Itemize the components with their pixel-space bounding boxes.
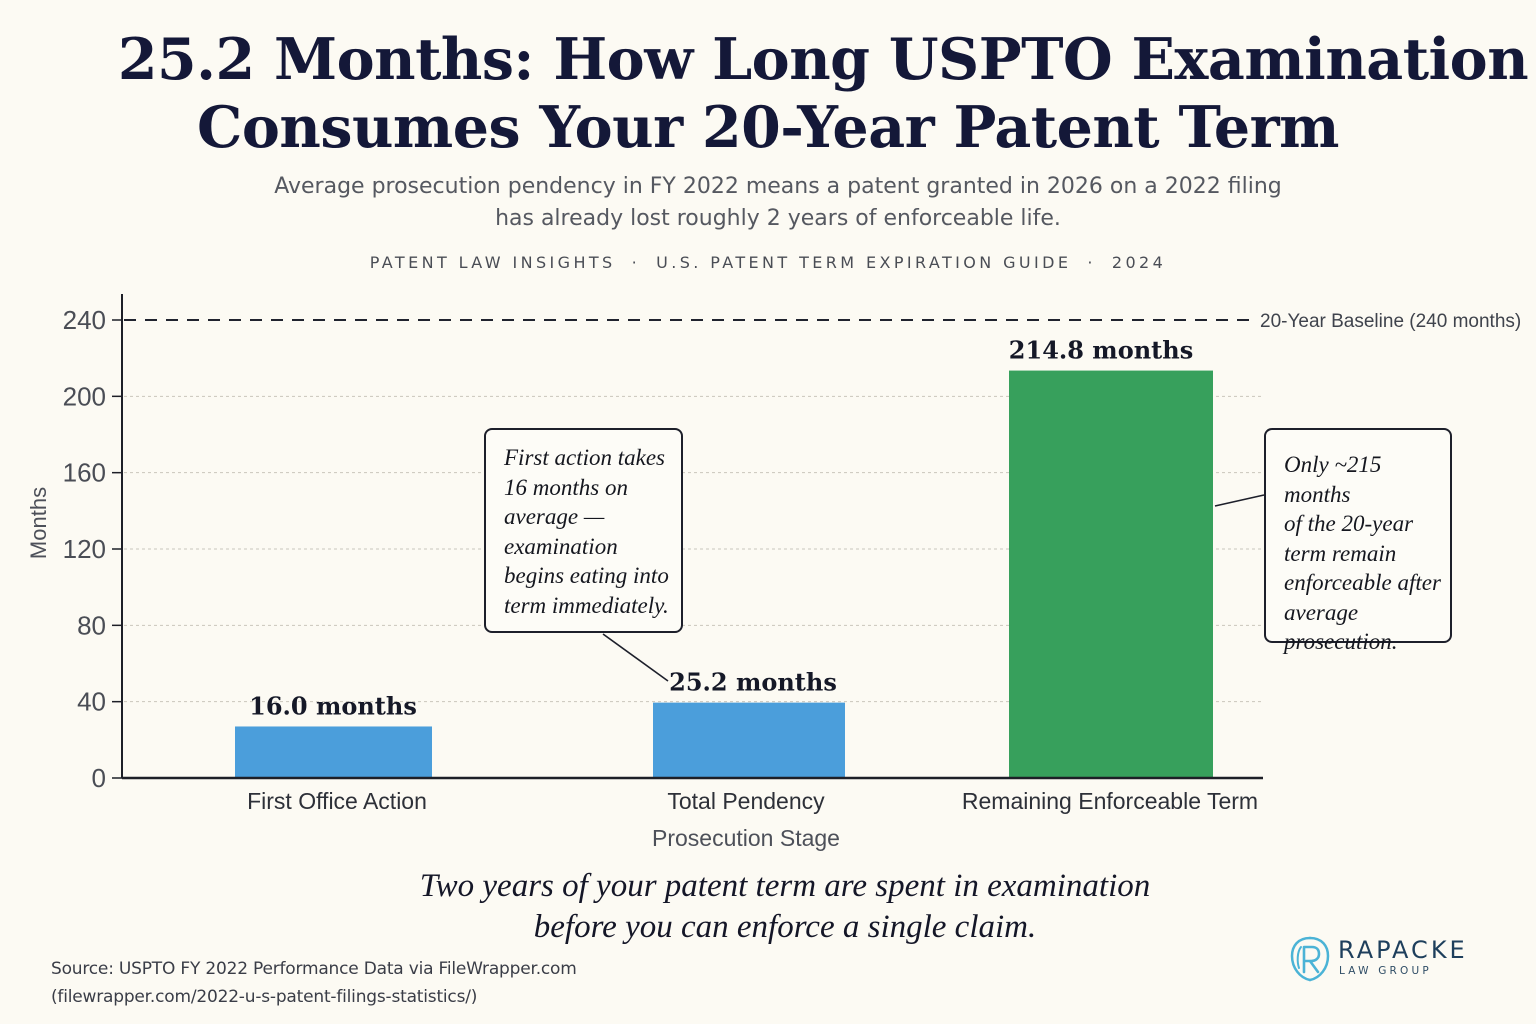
y-tick-label: 0 [92,763,106,793]
kicker-publication: PATENT LAW INSIGHTS [369,253,616,272]
y-tick-label: 80 [77,610,106,640]
bars [235,370,1213,778]
note-2-line: Only ~215 months [1284,452,1382,507]
note-2-line: average [1284,599,1359,625]
bar-1 [235,726,432,778]
x-category-label-3: Remaining Enforceable Term [962,788,1258,814]
y-tick-label: 120 [63,534,106,564]
tagline-line-2: before you can enforce a single claim. [533,909,1037,945]
baseline-reference-label: 20-Year Baseline (240 months) [1260,311,1521,332]
note-1-line: 16 months on [504,474,628,500]
kicker-year: 2024 [1111,253,1167,272]
chart-subtitle: Average prosecution pendency in FY 2022 … [0,171,1536,235]
source-line-1: Source: USPTO FY 2022 Performance Data v… [51,959,577,979]
rapacke-r-logo-icon [1290,936,1330,982]
y-tick-label: 160 [63,458,106,488]
note-2-connector [1214,494,1265,507]
x-axis-title: Prosecution Stage [652,825,840,851]
note-2-line: of the 20-year [1284,511,1414,536]
y-tick-label: 200 [63,381,106,411]
annotation-first-action: First action takes 16 months on average … [484,428,683,633]
note-1-line: examination [504,533,618,559]
logo-subtitle: LAW GROUP [1339,965,1432,977]
kicker-separator-2: · [1087,253,1096,272]
kicker-line: PATENT LAW INSIGHTS · U.S. PATENT TERM EXP… [0,253,1536,272]
chart-title: 25.2 Months: How Long USPTO Examination … [0,26,1536,162]
y-axis-title: Months [26,487,51,559]
tagline-line-1: Two years of your patent term are spent … [419,868,1151,904]
y-tick-labels: 0 40 80 120 160 200 240 [63,305,122,793]
note-2-line: enforceable after [1284,570,1441,595]
x-category-labels: First Office Action Total Pendency Remaini… [247,788,1258,814]
x-category-label-1: First Office Action [247,788,427,814]
rapacke-logo: RAPACKE LAW GROUP [1288,932,1488,986]
tagline: Two years of your patent term are spent … [0,866,1536,948]
bar-data-label-3: 214.8 months [1009,336,1193,365]
source-note: Source: USPTO FY 2022 Performance Data v… [51,955,577,1011]
y-tick-label: 40 [77,687,106,717]
y-tick-label: 240 [63,305,106,335]
bar-data-label-2: 25.2 months [669,668,837,697]
note-1-line: average — [504,504,605,529]
note-1-line: term immediately. [504,592,669,618]
note-2-line: term remain [1284,540,1397,566]
bar-data-label-1: 16.0 months [249,691,417,720]
title-line-2: Consumes Your 20-Year Patent Term [197,94,1339,161]
kicker-guide: U.S. PATENT TERM EXPIRATION GUIDE [656,253,1072,272]
note-1-connector [602,633,669,682]
note-2-line: prosecution. [1284,629,1398,654]
subtitle-line-1: Average prosecution pendency in FY 2022 … [274,174,1282,199]
subtitle-line-2: has already lost roughly 2 years of enfo… [495,206,1061,231]
x-category-label-2: Total Pendency [667,788,825,814]
note-1-line: begins eating into [504,563,669,588]
bar-data-labels: 16.0 months 25.2 months 214.8 months [249,336,1193,721]
bar-2 [653,702,845,778]
kicker-separator-1: · [631,253,641,272]
bar-3 [1009,370,1213,778]
title-line-1: 25.2 Months: How Long USPTO Examination [117,26,1529,93]
source-line-2: (filewrapper.com/2022-u-s-patent-filings… [51,987,478,1007]
note-1-line: First action takes [504,445,665,470]
logo-name: RAPACKE [1338,936,1468,964]
annotation-remaining-term: Only ~215 months of the 20-year term rem… [1264,428,1452,654]
